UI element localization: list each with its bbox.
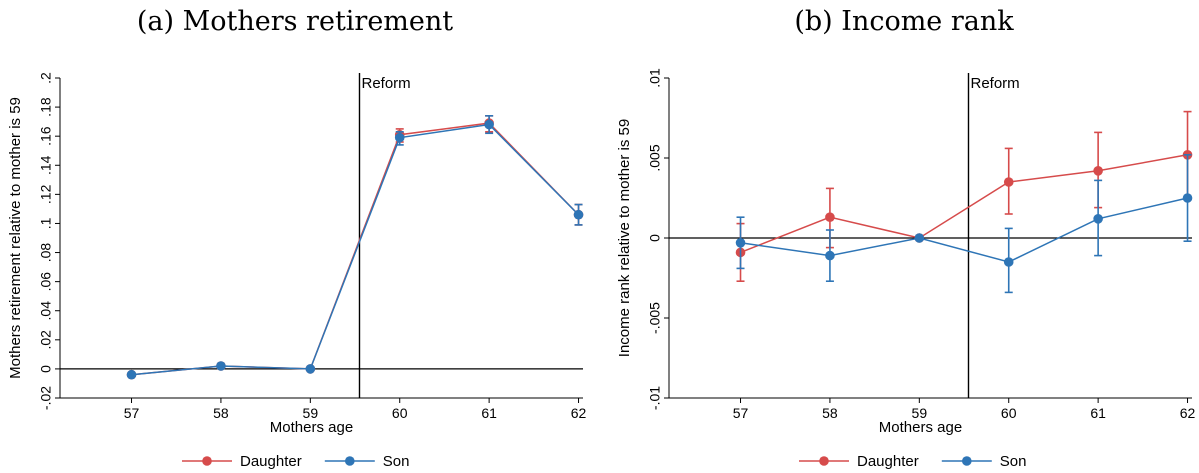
x-tick-label: 62: [571, 405, 587, 421]
x-tick-label: 60: [1001, 405, 1017, 421]
reform-label: Reform: [970, 75, 1019, 92]
y-tick-label: .16: [37, 126, 53, 146]
series-line-son: [131, 123, 580, 376]
x-tick-label: 62: [1180, 405, 1196, 421]
legend-label-daughter: Daughter: [857, 453, 919, 470]
data-point-son: [126, 369, 137, 380]
chart-title: (b) Income rank: [794, 6, 1014, 37]
data-point-son: [735, 238, 746, 248]
x-tick-label: 61: [481, 405, 497, 421]
y-tick-label: -.01: [646, 386, 662, 410]
legend-label-son: Son: [1000, 453, 1027, 470]
data-point-son: [1093, 214, 1103, 224]
y-tick-label: .06: [37, 272, 53, 292]
series-line-daughter: [740, 154, 1188, 254]
legend-label-daughter: Daughter: [240, 453, 302, 470]
y-axis-label: Income rank relative to mother is 59: [616, 119, 633, 357]
data-point-son: [484, 119, 494, 130]
panel-income-rank: (b) Income rank -.01 -.005 0 .005 .01 57 58 59 6…: [609, 0, 1199, 473]
panel-mothers-retirement: (a) Mothers retirement -.02 0 .02 .04 .06 .08…: [0, 0, 590, 473]
x-axis-label: Mothers age: [270, 419, 353, 436]
data-point-son: [573, 209, 584, 220]
legend-marker-daughter: [819, 456, 829, 466]
data-point-daughter: [825, 212, 835, 222]
y-tick-label: 0: [37, 365, 53, 373]
y-tick-label: .01: [646, 68, 662, 88]
x-tick-label: 61: [1090, 405, 1106, 421]
x-tick-label: 57: [124, 405, 140, 421]
y-tick-label: .005: [646, 144, 662, 171]
x-tick-label: 57: [733, 405, 749, 421]
y-tick-label: -.02: [37, 386, 53, 410]
y-tick-label: .2: [37, 72, 53, 84]
data-point-son: [914, 233, 925, 243]
data-point-son: [1003, 257, 1014, 267]
legend-marker-daughter: [202, 456, 212, 466]
y-tick-label: .02: [37, 330, 53, 350]
x-tick-label: 59: [303, 405, 319, 421]
y-tick-label: .08: [37, 243, 53, 263]
data-point-daughter: [1093, 166, 1103, 176]
legend-marker-son: [962, 456, 972, 466]
series-line-daughter: [131, 122, 580, 376]
x-tick-label: 58: [213, 405, 229, 421]
y-tick-label: .12: [37, 184, 53, 204]
data-point-daughter: [1003, 177, 1014, 187]
chart-mothers-retirement: -.02 0 .02 .04 .06 .08 .1 .12 .14 .16 .18 .2 57 58 59 6…: [7, 72, 587, 470]
legend-label-son: Son: [383, 453, 410, 470]
y-tick-label: .04: [37, 301, 53, 321]
x-tick-label: 59: [912, 405, 928, 421]
data-point-son: [1182, 193, 1193, 203]
x-tick-label: 58: [822, 405, 838, 421]
chart-income-rank: -.01 -.005 0 .005 .01 57 58 59 60 61 62 Mothers age…: [616, 68, 1196, 470]
series-line-son: [740, 197, 1188, 263]
y-axis-label: Mothers retirement relative to mother is…: [7, 97, 24, 379]
data-point-son: [825, 250, 835, 261]
x-tick-label: 60: [392, 405, 408, 421]
y-tick-label: .18: [37, 97, 53, 117]
y-tick-label: .1: [37, 217, 53, 229]
y-tick-label: -.005: [646, 302, 662, 334]
y-tick-label: .14: [37, 155, 53, 175]
data-point-son: [394, 132, 405, 143]
legend-marker-son: [345, 456, 355, 466]
x-axis-label: Mothers age: [879, 419, 962, 436]
data-point-son: [305, 364, 316, 374]
chart-title: (a) Mothers retirement: [136, 6, 454, 37]
data-point-son: [216, 361, 226, 371]
y-tick-label: 0: [646, 234, 662, 242]
reform-label: Reform: [361, 75, 410, 92]
